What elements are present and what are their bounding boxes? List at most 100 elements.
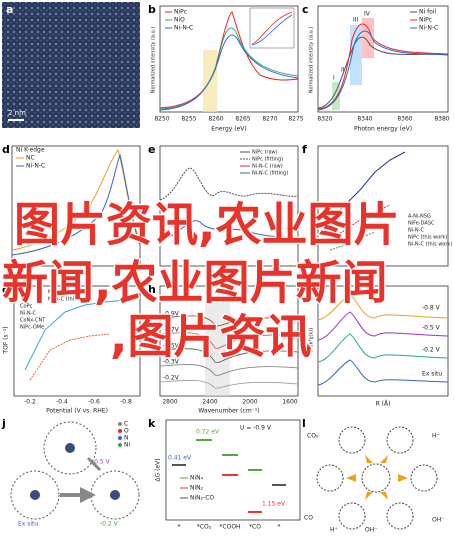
legend-label: NiPc (this work) [48,290,87,296]
panel-label: i [302,283,306,296]
x-tick-label: 1600 [282,399,297,406]
legend-label: Ni-N-C [26,163,45,170]
axes [159,5,299,113]
x-axis-label: Photon energy (eV) [354,126,412,133]
curve [329,204,391,241]
species-label: H⁺ [432,433,440,440]
legend-label: Ni-N-C [408,228,424,234]
trace-label: -0.3V [163,359,180,366]
trace-label: -0.2 V [422,347,441,354]
curve [317,311,449,341]
legend-label: Ni-N-C [419,25,438,32]
legend-swatch [118,422,122,426]
legend-label: O [124,428,129,435]
x-tick-label: 8270 [262,116,277,123]
x-tick-label: 2800 [162,399,177,406]
panel-label: d [2,143,10,156]
arrow [398,474,408,482]
legend-label: Ni-N-C (this work) [408,242,452,248]
trace-label: -0.5 V [422,325,441,332]
legend-label: N [124,435,129,442]
x-tick-label: 8340 [357,116,372,123]
annotation: 0.41 eV [168,455,192,462]
panel-label: b [148,3,156,16]
arrow [380,455,388,463]
species-label: OH⁻ [432,517,444,524]
curve [329,151,406,221]
x-tick-label: 8265 [235,116,250,123]
region [332,82,340,110]
curve [159,167,299,201]
molecule-circle [338,426,366,454]
region [362,18,374,58]
axes [317,5,449,113]
legend-swatch [118,429,122,433]
x-tick-label: 2400 [202,399,217,406]
trace-label: -0.2V [163,375,180,382]
molecule-circle [386,426,414,454]
species-label: OH⁻ [365,527,377,534]
legend-label: NiN₂-CO [190,495,214,502]
x-tick-label: 8380 [434,116,449,123]
x-axis-label: Energy (eV) [211,126,246,133]
panel-label: h [148,283,156,296]
axes [11,145,141,267]
curve [317,294,449,321]
curve [159,34,299,111]
curve [317,23,449,110]
panel-label: l [302,417,306,430]
x-tick-label: 8360 [397,116,412,123]
legend-label: NiPc (raw) [252,150,278,156]
region-label: IV [364,11,371,18]
legend-label: CoNx-CNT [20,318,46,324]
annotation: 1.15 eV [262,501,286,508]
x-axis-label: Wavenumber (cm⁻¹) [198,408,259,415]
region-label: I [333,75,335,82]
molecule-circle [386,502,414,530]
region [350,25,362,85]
trace-label: -0.7V [163,327,180,334]
legend-label: Ni-N-C [20,311,36,317]
molecule-circle [338,502,366,530]
molecule-circle [361,463,391,493]
overlay-text: 新闻,农业图片新闻 [2,256,387,310]
panel-label: c [302,3,309,16]
axes [317,145,449,267]
x-axis-label: R (Å) [376,401,391,408]
scale-label: 2 nm [8,109,26,117]
region-label: III [353,17,359,24]
legend-label: NiO [174,17,185,24]
curve [317,36,449,109]
trace-label: -0.5V [163,343,180,350]
axes [159,145,299,267]
panel-label: a [6,3,13,16]
curve [159,348,299,363]
y-axis-label: Normalized intensity (a.u.) [309,27,315,94]
x-tick-label: *CO₂ [197,524,212,531]
legend-label: Ni [124,442,130,449]
x-tick-label: -0.4 [56,399,68,406]
legend-label: NC [26,155,35,162]
legend-swatch [118,436,122,440]
x-tick-label: *COOH [219,524,240,531]
legend-swatch [118,443,122,447]
state-label: -0.2 V [100,521,119,528]
legend-label: NiN₂ [190,485,204,492]
y-axis-label: ΔG (eV) [155,458,162,481]
arrow [365,492,373,500]
legend-label: NiPc [419,17,432,24]
curve [11,153,141,256]
x-tick-label: 8250 [154,116,169,123]
molecule-circle [90,470,140,520]
x-tick-label: 2000 [242,399,257,406]
arrow [86,456,102,472]
tem-texture [2,2,140,128]
x-tick-label: * [178,524,181,531]
annotation: 0.72 eV [196,429,220,436]
trace-label: -0.9V [163,311,180,318]
curve [159,220,299,241]
legend-label: C [124,421,128,428]
overlay-text: 图片资讯,农业图片 [14,198,399,252]
x-axis-label: Potential (V vs. RHE) [46,408,108,415]
